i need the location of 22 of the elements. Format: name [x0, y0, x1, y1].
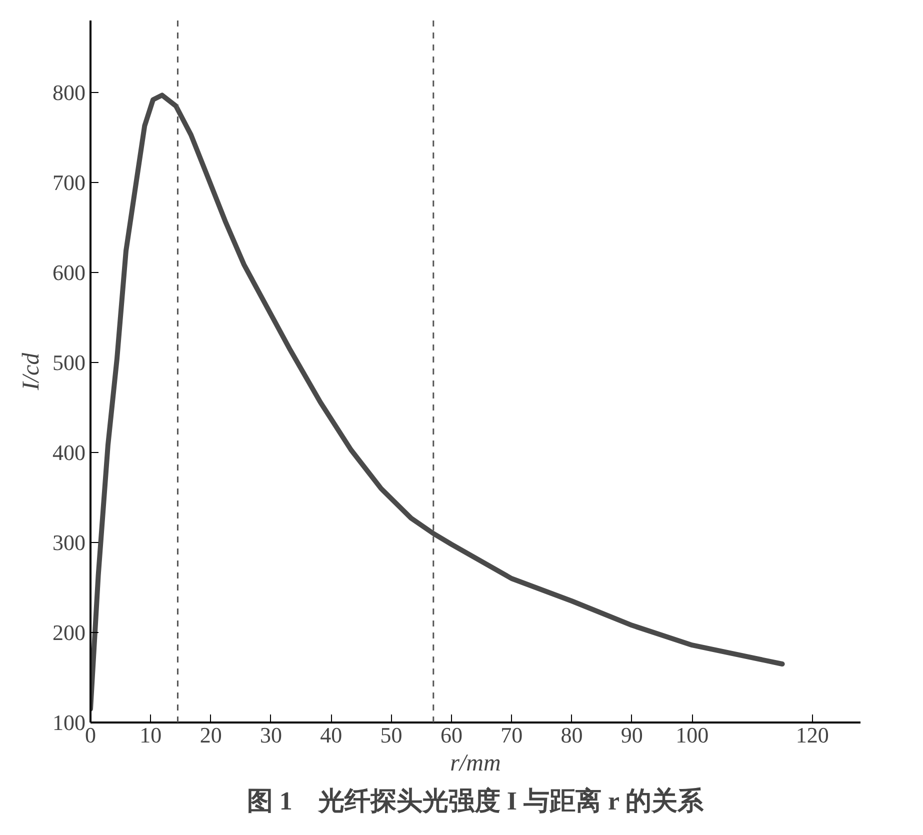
- y-axis-title: I/cd: [18, 352, 44, 392]
- x-tick-label: 0: [85, 722, 96, 748]
- y-tick-label: 300: [52, 530, 86, 555]
- x-tick-label: 90: [620, 722, 643, 748]
- x-tick-label: 30: [260, 722, 282, 748]
- x-tick-label: 60: [440, 722, 462, 748]
- x-tick-label: 120: [796, 722, 829, 748]
- x-tick-label: 10: [140, 722, 162, 748]
- x-tick-label: 50: [380, 722, 402, 748]
- x-tick-label: 70: [500, 722, 523, 748]
- x-tick-label: 80: [560, 722, 583, 748]
- x-axis-title: r/mm: [450, 750, 501, 776]
- y-tick-label: 600: [52, 260, 86, 285]
- y-tick-label: 200: [52, 620, 86, 645]
- x-tick-label: 20: [200, 722, 222, 748]
- y-tick-label: 700: [52, 170, 86, 195]
- x-tick-label: 100: [676, 722, 709, 748]
- y-tick-label: 800: [52, 80, 86, 105]
- y-tick-label: 400: [52, 440, 86, 465]
- x-tick-label: 40: [320, 722, 342, 748]
- y-tick-label: 500: [52, 350, 86, 375]
- text: 图 1 光纤探头光强度 I 与距离 r 的关系: [246, 786, 705, 816]
